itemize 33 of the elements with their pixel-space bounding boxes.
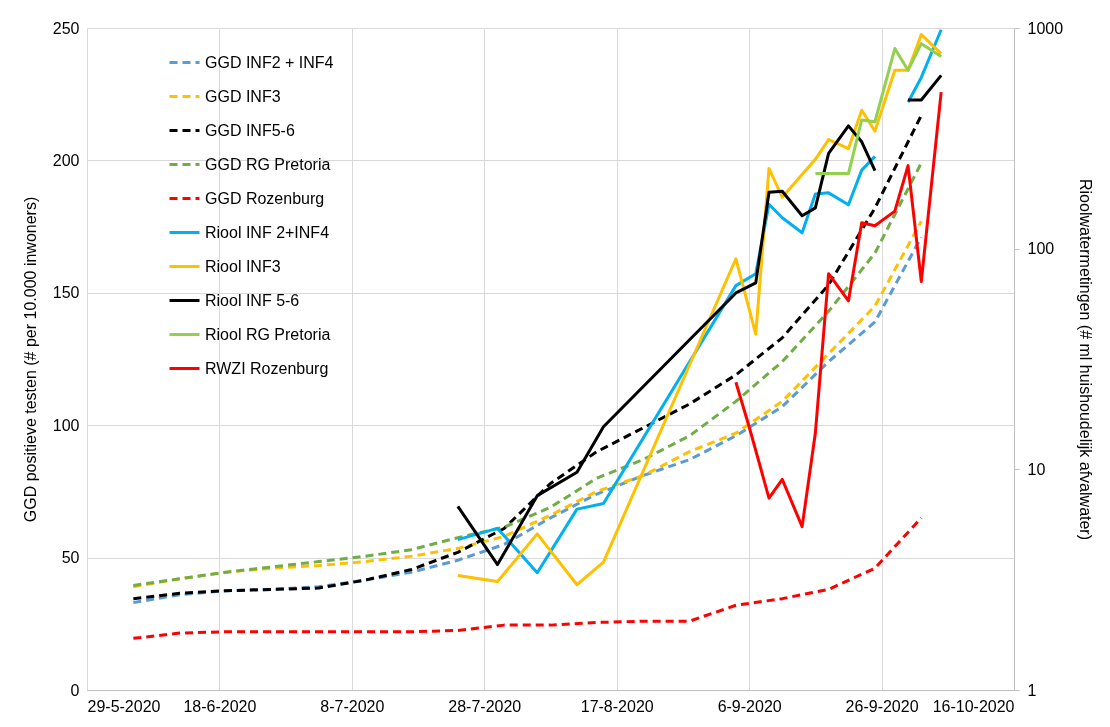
y-tick-label: 100 [52,416,80,434]
y2-tick-label: 100 [1027,240,1055,258]
legend-label: GGD RG Pretoria [205,155,331,173]
x-tick-label: 18-6-2020 [183,697,257,715]
x-tick-label: 16-10-2020 [932,697,1015,715]
x-tick-label: 8-7-2020 [320,697,385,715]
x-tick-label: 6-9-2020 [717,697,782,715]
legend-label: RWZI Rozenburg [205,359,329,377]
x-tick-label: 17-8-2020 [580,697,654,715]
x-tick-label: 28-7-2020 [448,697,522,715]
legend-label: GGD INF2 + INF4 [205,53,334,71]
legend-label: Riool INF3 [205,257,281,275]
legend-label: Riool RG Pretoria [205,325,331,343]
y2-axis-title: Rioolwatermetingen (# ml huishoudelijk afvalwater) [1077,178,1095,541]
y-tick-label: 250 [52,19,80,37]
legend-label: GGD INF3 [205,87,281,105]
legend-label: GGD INF5-6 [205,121,295,139]
legend-label: Riool INF 5-6 [205,291,300,309]
line-series [813,42,943,176]
y2-tick-label: 1 [1027,681,1037,699]
x-tick-label: 26-9-2020 [845,697,919,715]
y-tick-label: 150 [52,284,80,302]
y2-tick-label: 1000 [1027,19,1064,37]
legend-label: Riool INF 2+INF4 [205,223,330,241]
y-tick-label: 50 [61,549,80,567]
y-axis-title: GGD positieve testen (# per 10.000 inwoners) [21,196,39,523]
line-series [131,516,923,640]
x-tick-label: 29-5-2020 [87,697,161,715]
y2-tick-label: 10 [1027,460,1046,478]
line-series [734,90,943,529]
y-tick-label: 200 [52,151,80,169]
legend-label: GGD Rozenburg [205,189,325,207]
y-tick-label: 0 [70,681,80,699]
